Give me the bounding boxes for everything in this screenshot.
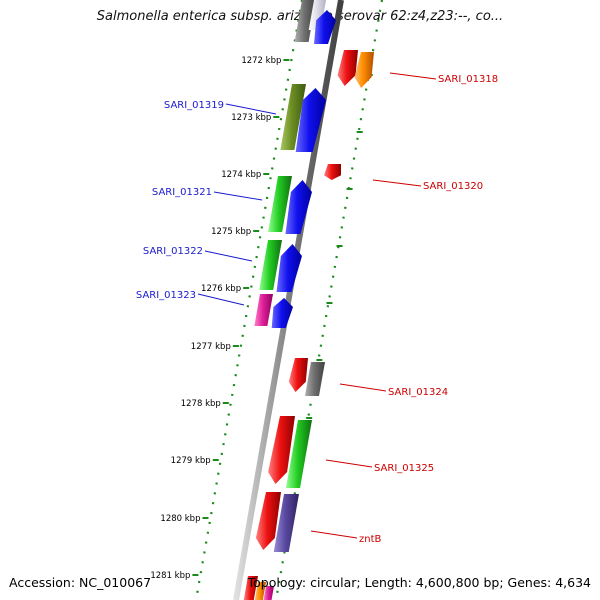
gene-SARI_01324-red[interactable] [288, 358, 308, 392]
gene-zntB-purple[interactable] [273, 494, 299, 552]
gene-blue-top[interactable] [313, 10, 336, 44]
gene-SARI_01323-magenta[interactable] [254, 294, 273, 326]
gene-bottom-orange[interactable] [254, 582, 266, 600]
gene-label-SARI_01320[interactable]: SARI_01320 [423, 181, 483, 192]
gene-SARI_01320[interactable] [324, 164, 342, 180]
leader-line [204, 250, 253, 262]
tick-label: 1277 kbp [191, 342, 231, 352]
gene-label-SARI_01322[interactable]: SARI_01322 [143, 246, 203, 257]
gene-SARI_01318-orange[interactable] [354, 52, 374, 88]
gene-SARI_01319-blue[interactable] [295, 88, 326, 152]
gene-label-zntB[interactable]: zntB [359, 534, 382, 545]
gene-SARI_01321-green[interactable] [268, 176, 292, 232]
leader-line [197, 293, 245, 306]
tick-label: 1275 kbp [211, 227, 251, 237]
label-leaders [197, 72, 437, 539]
gene-zntB-red[interactable] [255, 492, 281, 550]
tick-label: 1274 kbp [221, 170, 261, 180]
gene-label-SARI_01324[interactable]: SARI_01324 [388, 387, 448, 398]
leader-line [389, 72, 437, 80]
gene-SARI_01323-blue[interactable] [271, 298, 293, 328]
outer-ring-right [274, 0, 384, 600]
leader-line [339, 383, 387, 392]
gene-SARI_01325-red[interactable] [268, 416, 295, 484]
tick-label: 1281 kbp [150, 571, 190, 581]
leader-line [372, 179, 422, 187]
gene-SARI_01319-olive[interactable] [280, 84, 306, 150]
gene-bottom-magenta[interactable] [263, 586, 274, 600]
leader-line [310, 530, 358, 539]
tick-label: 1273 kbp [231, 113, 271, 123]
gene-SARI_01322-green[interactable] [259, 240, 282, 290]
gene-SARI_01321-blue[interactable] [285, 180, 312, 234]
tick-label: 1279 kbp [171, 456, 211, 466]
gene-gray-top[interactable] [294, 0, 316, 42]
gene-SARI_01324-gray[interactable] [304, 362, 325, 396]
gene-label-SARI_01318[interactable]: SARI_01318 [438, 74, 498, 85]
gene-bottom-red[interactable] [243, 576, 258, 600]
tick-marks: 1272 kbp 1273 kbp 1274 kbp 1275 kbp 1276 kbp… [150, 56, 373, 581]
tick-label: 1272 kbp [241, 56, 281, 66]
tick-label: 1278 kbp [181, 399, 221, 409]
outer-ring-left [194, 0, 304, 600]
tick-label: 1276 kbp [201, 284, 241, 294]
leader-line [225, 103, 277, 115]
gene-label-SARI_01319[interactable]: SARI_01319 [164, 100, 224, 111]
leader-line [213, 191, 263, 201]
gene-label-SARI_01323[interactable]: SARI_01323 [136, 290, 196, 301]
gene-SARI_01322-blue[interactable] [276, 244, 302, 292]
gene-label-SARI_01321[interactable]: SARI_01321 [152, 187, 212, 198]
leader-line [325, 459, 373, 468]
tick-label: 1280 kbp [160, 514, 200, 524]
gene-label-SARI_01325[interactable]: SARI_01325 [374, 463, 434, 474]
gene-SARI_01318-red[interactable] [337, 50, 358, 86]
accession-text: Accession: NC_010067 [9, 575, 152, 590]
topology-text: Topology: circular; Length: 4,600,800 bp… [247, 575, 591, 590]
gene-labels: SARI_01319 SARI_01321 SARI_01322 SARI_01323… [136, 74, 498, 545]
genes [243, 0, 374, 600]
gene-SARI_01325-green[interactable] [285, 420, 312, 488]
